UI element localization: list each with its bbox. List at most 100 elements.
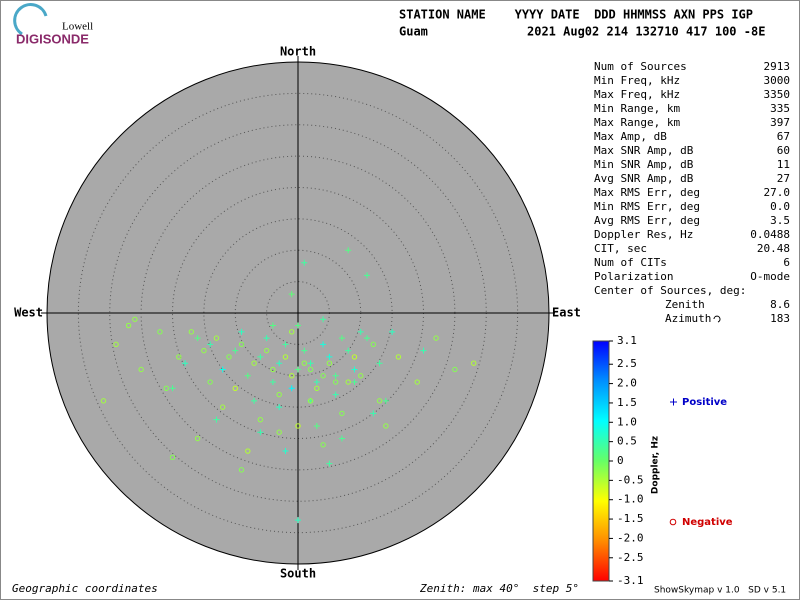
source-positive xyxy=(276,360,283,367)
source-negative xyxy=(194,435,201,442)
source-positive xyxy=(257,429,264,436)
legend-label: Negative xyxy=(682,517,733,528)
source-negative xyxy=(314,385,320,391)
source-negative xyxy=(138,366,144,373)
source-negative xyxy=(245,448,251,454)
stat-label: Avg SNR Amp, dB xyxy=(594,172,694,185)
source-negative xyxy=(351,354,358,360)
source-negative xyxy=(207,379,213,385)
source-positive xyxy=(338,435,345,442)
source-negative xyxy=(132,316,138,322)
stat-value: 27.0 xyxy=(764,186,791,199)
colorbar-tick-label: -2.5 xyxy=(617,551,644,564)
source-negative xyxy=(276,429,282,435)
source-negative xyxy=(326,360,333,366)
station: Guam xyxy=(399,25,428,39)
header-values: 2021 Aug02 214 132710 417 100 -8E xyxy=(527,25,765,39)
source-negative xyxy=(289,329,295,335)
source-positive xyxy=(320,316,327,323)
source-positive xyxy=(301,347,308,354)
stat-label: Max Range, km xyxy=(594,116,680,129)
source-negative xyxy=(383,423,389,429)
source-negative xyxy=(238,341,245,348)
source-positive xyxy=(351,379,358,386)
legend-symbol xyxy=(669,518,677,526)
source-positive xyxy=(213,416,220,423)
footer-zenith: Zenith: max 40° step 5° xyxy=(419,582,579,595)
source-negative xyxy=(289,373,295,379)
colorbar-tick-label: 0.5 xyxy=(617,435,637,448)
source-negative xyxy=(395,354,402,360)
colorbar-tick-label: 0 xyxy=(617,454,624,467)
source-positive xyxy=(326,353,333,360)
footer-unit: ° xyxy=(513,582,520,595)
source-positive xyxy=(357,328,364,335)
source-positive xyxy=(376,360,383,367)
source-negative xyxy=(433,335,439,341)
source-negative xyxy=(169,454,176,461)
source-negative xyxy=(220,404,226,410)
source-positive xyxy=(332,372,339,379)
footer-zenith-label: Zenith: xyxy=(419,582,466,595)
stat-label: Min Freq, kHz xyxy=(594,74,680,87)
source-negative xyxy=(471,360,477,366)
source-negative xyxy=(339,410,345,417)
direction-label: South xyxy=(280,567,316,581)
source-negative xyxy=(157,329,163,335)
direction-label: East xyxy=(552,306,581,320)
source-negative xyxy=(307,366,314,373)
stat-value: 20.48 xyxy=(757,242,790,255)
source-negative xyxy=(188,329,195,335)
source-positive xyxy=(207,341,214,348)
source-negative xyxy=(201,347,207,354)
colorbar-tick-label: 2.5 xyxy=(617,357,637,370)
source-negative xyxy=(263,347,270,354)
stat-label: Num of CITs xyxy=(594,256,667,269)
stat-label: Num of Sources xyxy=(594,60,687,73)
colorbar-tick-label: 3.1 xyxy=(617,334,637,347)
direction-label: North xyxy=(280,45,316,59)
source-negative xyxy=(176,354,182,360)
footer-software: ShowSkymap v 1.0 SD v 5.1 xyxy=(654,586,786,596)
footer-step-label: step xyxy=(533,582,560,595)
logo-top: Lowell xyxy=(62,21,93,33)
stat-value: 3.5 xyxy=(770,214,790,227)
source-positive xyxy=(345,347,352,354)
stat-label: Polarization xyxy=(594,270,673,283)
source-positive xyxy=(364,272,371,279)
colorbar-tick-label: -1.0 xyxy=(617,493,644,506)
stat-value: O-mode xyxy=(750,270,790,283)
source-negative xyxy=(358,373,364,379)
legend-label: Positive xyxy=(682,397,727,408)
source-positive xyxy=(345,247,352,254)
stat-label: Doppler Res, Hz xyxy=(594,228,693,241)
stats-table: Num of Sources 2913 Min Freq, kHz 3000 Max F… xyxy=(594,60,790,283)
direction-label: West xyxy=(14,306,43,320)
source-negative xyxy=(452,366,458,373)
footer-unit: ° xyxy=(572,582,579,595)
source-positive xyxy=(295,366,301,373)
source-negative xyxy=(320,373,326,379)
footer-max-label: max xyxy=(472,582,493,595)
source-positive xyxy=(326,460,333,467)
footer-left: Geographic coordinates xyxy=(12,582,158,595)
source-negative xyxy=(376,398,383,404)
source-positive xyxy=(238,328,245,335)
source-positive xyxy=(382,397,389,404)
source-positive xyxy=(244,372,251,379)
source-positive xyxy=(282,341,289,348)
source-negative xyxy=(414,379,420,385)
colorbar-tick-label: -1.5 xyxy=(617,512,644,525)
zenith-label: Zenith xyxy=(665,298,705,311)
source-positive xyxy=(251,397,258,404)
logo-bottom: DIGISONDE xyxy=(16,31,89,46)
source-positive xyxy=(320,341,327,348)
stat-value: 335 xyxy=(770,102,790,115)
source-negative xyxy=(332,379,339,385)
azimuth-label: Azimuth xyxy=(665,312,711,325)
stat-label: Max Amp, dB xyxy=(594,130,667,143)
source-positive xyxy=(169,385,176,392)
source-positive xyxy=(194,335,201,342)
stat-label: Avg RMS Err, deg xyxy=(594,214,700,227)
